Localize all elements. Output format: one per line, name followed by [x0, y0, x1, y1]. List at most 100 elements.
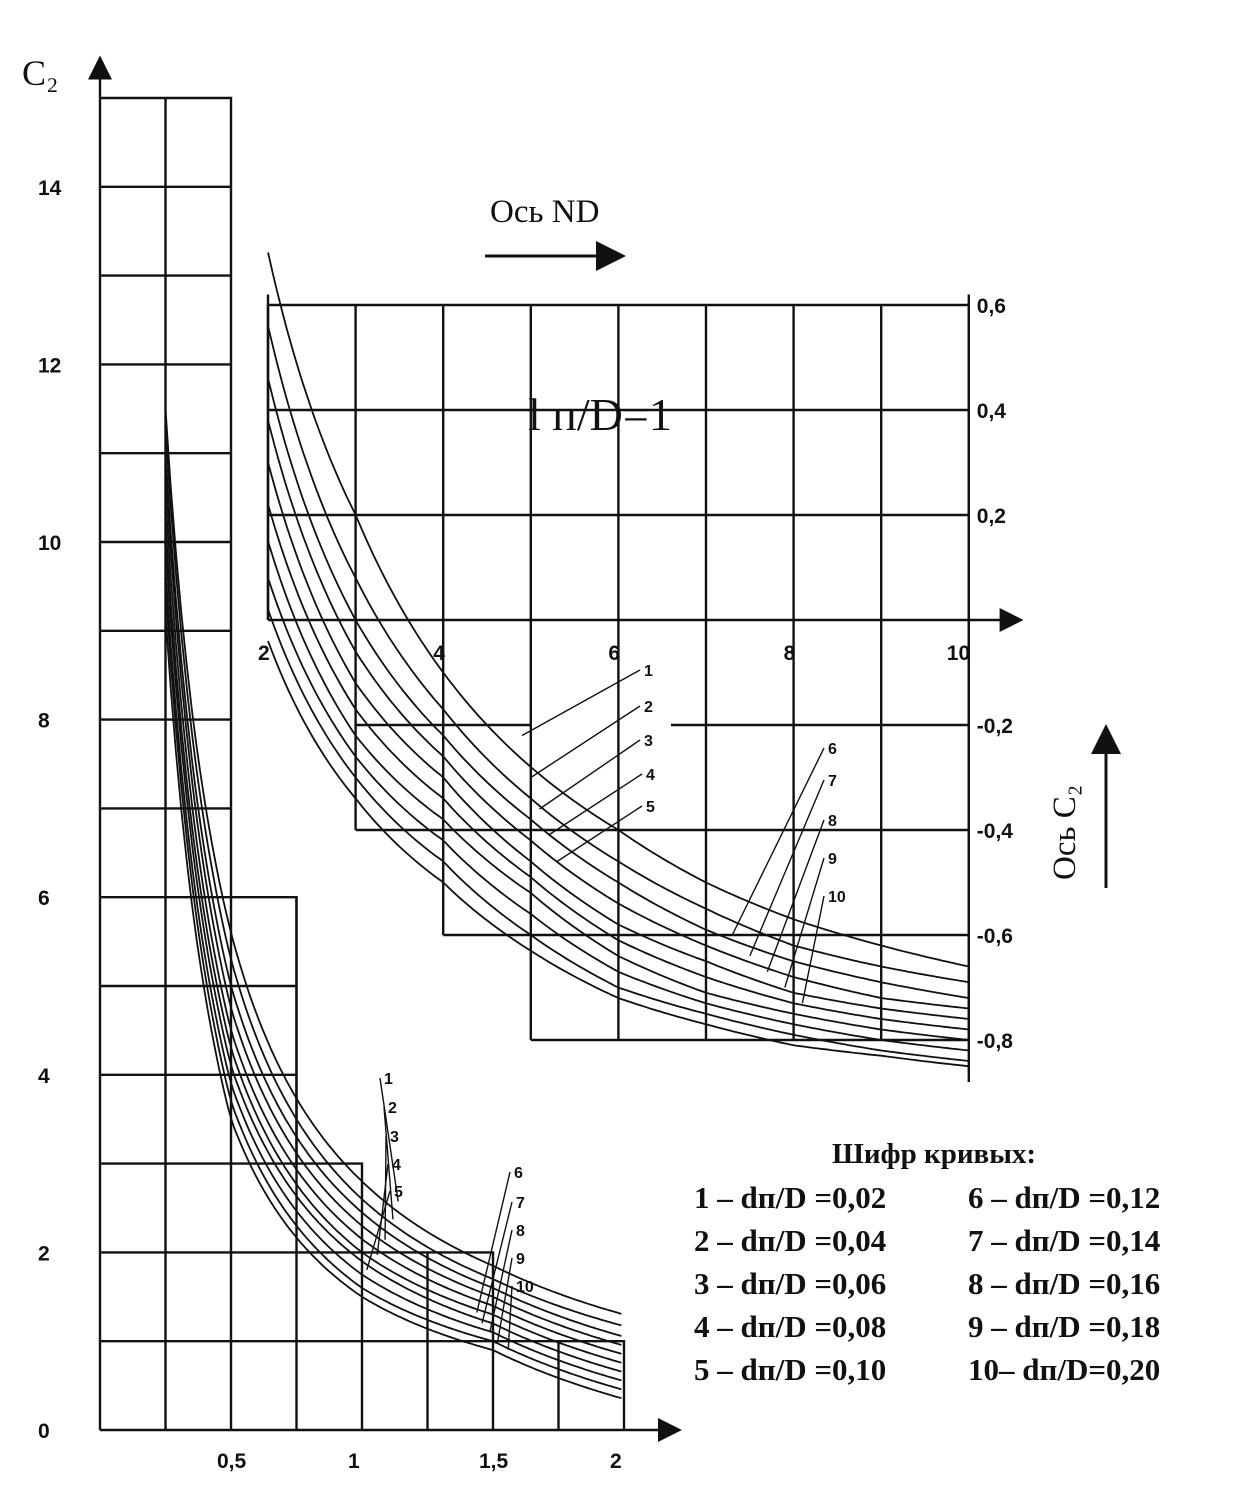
inset-curve-callout-line: [547, 773, 643, 836]
inset-curve-callout-line: [731, 747, 825, 936]
inset-curve-10: [267, 640, 969, 1068]
main-y-tick-label: 6: [38, 887, 50, 910]
main-chart-grid: [88, 55, 682, 1442]
inset-curve-callout-label: 5: [646, 799, 655, 816]
main-curve-callout-label: 10: [516, 1279, 534, 1296]
inset-curve-callout-line: [801, 895, 825, 1004]
legend-item: 3 – dп/D =0,06: [694, 1266, 886, 1301]
inset-y-tick-label: 0,4: [977, 400, 1007, 423]
main-curve-7: [164, 541, 622, 1373]
inset-curve-callout-label: 2: [644, 699, 653, 716]
inset-x-tick-label: 6: [608, 642, 620, 665]
main-curve-callout-label: 4: [392, 1157, 401, 1174]
main-curve-callout-line: [489, 1229, 513, 1333]
legend-item: 1 – dп/D =0,02: [694, 1180, 886, 1215]
inset-y-tick-label: -0,8: [977, 1030, 1014, 1053]
inset-y-tick-label: -0,2: [977, 715, 1013, 738]
main-curve-callout-line: [507, 1285, 513, 1350]
inset-y-axis-label: Ось C₂: [1047, 785, 1083, 880]
inset-curve-callout-label: 7: [828, 773, 837, 790]
main-y-tick-label: 2: [38, 1242, 50, 1265]
main-curve-10: [164, 612, 622, 1400]
main-curve-callout-line: [376, 1163, 389, 1255]
main-curve-callout-line: [476, 1171, 511, 1313]
main-curve-callout-label: 1: [384, 1071, 393, 1088]
inset-curve-callout-label: 9: [828, 851, 837, 868]
inset-x-axis-label: Ось ND: [490, 194, 599, 230]
curve-legend: Шифр кривых: 1 – dп/D =0,02 2 – dп/D =0,0…: [694, 1138, 1160, 1387]
inset-curve-callout-line: [521, 669, 641, 737]
inset-x-tick-label: 10: [947, 642, 970, 665]
main-curve-callout-line: [383, 1106, 394, 1220]
main-x-tick-label: 0,5: [217, 1450, 247, 1473]
main-x-tick-label: 1,5: [479, 1450, 509, 1473]
inset-curve-5: [267, 462, 969, 1020]
inset-curve-callout-label: 8: [828, 813, 837, 830]
main-curve-4: [164, 470, 622, 1346]
legend-item: 5 – dп/D =0,10: [694, 1352, 886, 1387]
inset-curve-2: [267, 325, 969, 984]
main-y-tick-label: 4: [38, 1065, 50, 1088]
legend-item: 2 – dп/D =0,04: [694, 1223, 886, 1258]
inset-curve-callout-label: 3: [644, 733, 653, 750]
inset-x-tick-label: 8: [784, 642, 796, 665]
main-curve-callout-label: 3: [390, 1129, 399, 1146]
main-y-tick-label: 10: [38, 532, 61, 555]
main-curve-callout-line: [481, 1201, 513, 1324]
main-curve-1: [164, 408, 622, 1315]
main-curve-callout-line: [366, 1190, 391, 1271]
inset-curve-callout-line: [766, 819, 825, 972]
inset-curve-9: [267, 609, 969, 1062]
main-x-tick-label: 1: [348, 1450, 360, 1473]
inset-x-tick-label: 2: [258, 642, 270, 665]
inset-curve-1: [267, 252, 969, 968]
main-x-tick-label: 2: [610, 1450, 622, 1473]
main-y-tick-label: 14: [38, 177, 62, 200]
main-chart-curves: [164, 408, 622, 1400]
inset-chart-title: l п/D=1: [528, 389, 672, 440]
main-curve-callout-label: 5: [394, 1184, 403, 1201]
inset-curve-6: [267, 504, 969, 1031]
main-curve-9: [164, 586, 622, 1391]
legend-title: Шифр кривых:: [832, 1138, 1036, 1170]
inset-curve-callout-line: [539, 739, 641, 810]
main-curve-callout-label: 9: [516, 1251, 525, 1268]
main-y-tick-label: 0: [38, 1420, 50, 1443]
legend-item: 10– dп/D=0,20: [968, 1352, 1160, 1387]
main-curve-8: [164, 568, 622, 1382]
inset-curve-callout-line: [530, 705, 641, 779]
main-curve-3: [164, 453, 622, 1337]
inset-chart-labels: 2 4 6 8 10 0,6 0,4 0,2 -0,2 -0,4 -0,6 -0,8 1 2 3 4 5 6 7 8 9…: [258, 295, 1013, 1053]
inset-curve-callout-label: 4: [646, 767, 655, 784]
legend-item: 7 – dп/D =0,14: [968, 1223, 1160, 1258]
inset-curve-callout-label: 10: [828, 889, 846, 906]
legend-item: 4 – dп/D =0,08: [694, 1309, 886, 1344]
inset-curve-callout-label: 6: [828, 741, 837, 758]
inset-curve-callout-line: [784, 857, 825, 988]
inset-chart-grid: [266, 294, 1024, 1082]
inset-curve-7: [267, 541, 969, 1041]
main-curve-callout-line: [497, 1257, 513, 1342]
legend-item: 6 – dп/D =0,12: [968, 1180, 1160, 1215]
inset-curve-callout-label: 1: [644, 663, 653, 680]
inset-y-tick-label: 0,2: [977, 505, 1006, 528]
inset-y-tick-label: -0,6: [977, 925, 1013, 948]
main-curve-callout-label: 8: [516, 1223, 525, 1240]
inset-x-tick-label: 4: [433, 642, 445, 665]
main-curve-2: [164, 426, 622, 1327]
legend-item: 9 – dп/D =0,18: [968, 1309, 1160, 1344]
main-y-tick-label: 12: [38, 354, 61, 377]
legend-item: 8 – dп/D =0,16: [968, 1266, 1160, 1301]
main-curve-5: [164, 497, 622, 1355]
main-curve-6: [164, 524, 622, 1364]
inset-chart-curves: [267, 252, 969, 1068]
inset-curve-3: [267, 378, 969, 999]
main-y-tick-label: 8: [38, 710, 50, 733]
main-curve-callout-line: [379, 1077, 399, 1202]
main-curve-callout-label: 7: [516, 1195, 525, 1212]
main-y-axis-label: C₂: [22, 53, 59, 93]
inset-curve-callout-line: [749, 779, 825, 957]
main-curve-callout-label: 6: [514, 1165, 523, 1182]
